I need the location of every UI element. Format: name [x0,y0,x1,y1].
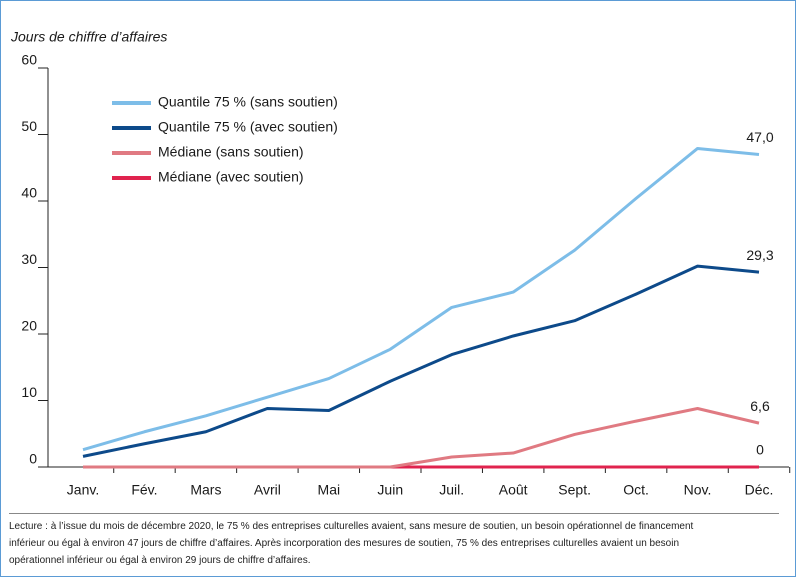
note-line: opérationnel inférieur ou égal à environ… [9,555,311,566]
x-tick-label: Avril [254,482,281,498]
x-tick-label: Août [499,482,528,498]
series-line [83,406,760,469]
x-tick-label: Nov. [684,482,712,498]
x-tick-label: Sept. [558,482,591,498]
y-tick-label: 40 [21,185,37,201]
value-label: 0 [756,442,764,458]
y-axis-label: Jours de chiffre d’affaires [10,29,167,45]
legend-label: Quantile 75 % (avec soutien) [158,119,338,135]
x-tick-label: Juin [377,482,403,498]
y-tick-label: 10 [21,384,37,400]
legend-label: Quantile 75 % (sans soutien) [158,94,338,110]
series-line [82,146,760,452]
y-tick-label: 0 [29,451,37,467]
x-tick-label: Oct. [623,482,649,498]
x-tick-label: Janv. [67,482,99,498]
series-line [82,264,760,458]
value-label: 29,3 [746,247,773,263]
note-line: inférieur ou égal à environ 47 jours de … [9,538,680,549]
value-label: 47,0 [746,129,773,145]
x-tick-label: Juil. [439,482,464,498]
y-tick-label: 30 [21,251,37,267]
x-tick-label: Fév. [131,482,157,498]
x-tick-label: Déc. [745,482,774,498]
y-tick-label: 60 [21,52,37,68]
note-line: Lecture : à l’issue du mois de décembre … [9,521,694,532]
legend-label: Médiane (avec soutien) [158,169,304,185]
note: Lecture : à l’issue du mois de décembre … [9,513,779,569]
chart: Jours de chiffre d’affaires 0 10 20 30 40 50 6… [10,29,791,498]
y-tick-label: 50 [21,118,37,134]
x-tick-label: Mai [318,482,341,498]
value-label: 6,6 [750,398,770,414]
y-tick-label: 20 [21,318,37,334]
x-tick-label: Mars [190,482,221,498]
legend-label: Médiane (sans soutien) [158,144,304,160]
